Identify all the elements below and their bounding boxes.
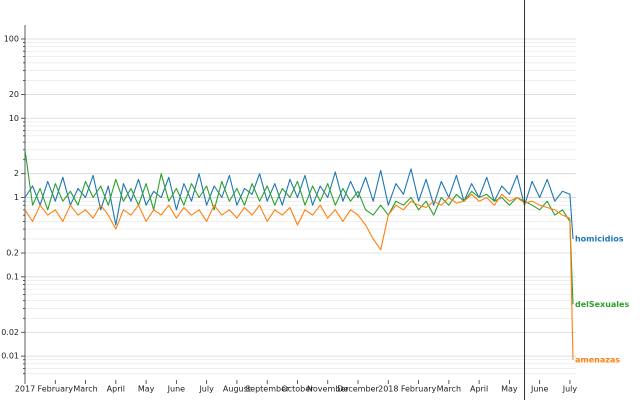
- x-tick-label: June: [530, 385, 549, 394]
- x-tick-label: April: [107, 385, 125, 394]
- x-tick-label: May: [501, 385, 518, 394]
- x-tick-label: March: [437, 385, 461, 394]
- series-line: [24, 193, 574, 360]
- x-tick-label: 2017: [15, 385, 35, 394]
- x-tick-label: April: [470, 385, 488, 394]
- y-tick-label: 0.1: [6, 272, 19, 281]
- x-tick-label: February: [38, 385, 74, 394]
- series-line: [24, 168, 574, 240]
- x-tick-label: December: [337, 385, 379, 394]
- x-tick-label: May: [138, 385, 155, 394]
- y-tick-label: 2: [14, 169, 19, 178]
- x-tick-label: November: [307, 385, 349, 394]
- y-tick-label: 0.02: [1, 328, 19, 337]
- x-tick-label: August: [223, 385, 251, 394]
- x-tick-label: 2018: [378, 385, 398, 394]
- x-tick-label: March: [73, 385, 97, 394]
- x-tick-label: October: [281, 385, 314, 394]
- series-line: [24, 149, 574, 305]
- y-tick-label: 10: [9, 114, 19, 123]
- y-tick-label: 20: [9, 90, 19, 99]
- x-tick-label: February: [401, 385, 437, 394]
- series-label: amenazas: [575, 355, 620, 364]
- series-label: delSexuales: [575, 300, 630, 309]
- y-tick-label: 1: [14, 193, 19, 202]
- x-tick-label: June: [167, 385, 186, 394]
- y-tick-label: 0.2: [6, 248, 19, 257]
- y-tick-label: 100: [4, 34, 19, 43]
- x-tick-label: July: [562, 385, 578, 394]
- y-tick-label: 0.01: [1, 352, 19, 361]
- x-tick-label: September: [245, 385, 290, 394]
- series-label: homicidios: [575, 235, 624, 244]
- x-tick-label: July: [198, 385, 214, 394]
